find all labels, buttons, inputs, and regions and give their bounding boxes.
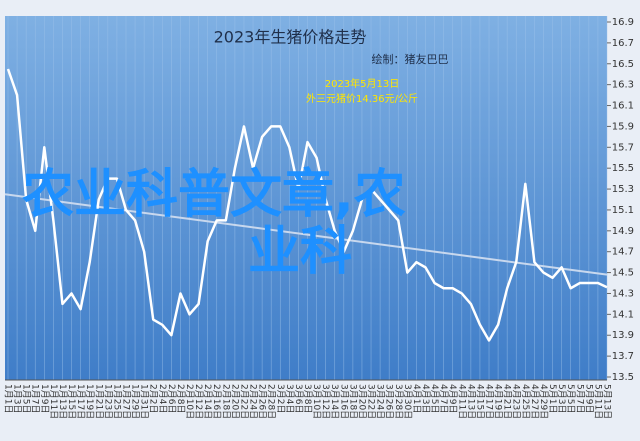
x-tick-label: 1月19日 [84,384,95,419]
x-tick-label: 2月14日 [202,384,213,419]
x-tick-label: 2月10日 [184,384,195,419]
x-tick-label: 1月27日 [120,384,131,419]
x-tick-label: 4月7日 [438,384,449,413]
y-tick-label: 13.9 [612,330,634,341]
x-tick-label: 3月4日 [284,384,295,413]
x-tick-label: 5月7日 [574,384,585,413]
annotation: 外三元猪价14.36元/公斤 [306,93,418,105]
x-tick-label: 3月22日 [366,384,377,419]
y-tick-label: 16.5 [612,59,634,70]
x-tick-label: 4月5日 [429,384,440,413]
x-tick-label: 1月31日 [139,384,150,419]
x-tick-label: 1月9日 [39,384,50,413]
x-tick-label: 1月5日 [21,384,32,413]
y-tick-label: 13.5 [612,372,634,383]
x-tick-label: 1月23日 [102,384,113,419]
y-tick-label: 15.7 [612,142,634,153]
x-tick-label: 1月13日 [57,384,68,419]
y-tick-label: 15.1 [612,205,634,216]
x-tick-label: 2月18日 [220,384,231,419]
x-tick-label: 3月26日 [384,384,395,419]
x-tick-label: 3月6日 [293,384,304,413]
x-tick-label: 4月1日 [411,384,422,413]
x-tick-label: 1月29日 [130,384,141,419]
x-tick-label: 3月18日 [347,384,358,419]
x-tick-label: 5月13日 [602,384,613,419]
y-tick-label: 13.7 [612,351,634,362]
x-tick-label: 3月16日 [338,384,349,419]
annotation: 2023年5月13日 [325,77,400,90]
x-tick-label: 2月22日 [238,384,249,419]
x-tick-label: 3月20日 [356,384,367,419]
chart-subtitle: 绘制：猪友巴巴 [372,52,449,66]
x-tick-label: 2月6日 [166,384,177,413]
y-tick-label: 16.9 [612,17,634,28]
x-tick-label: 5月3日 [556,384,567,413]
x-tick-label: 5月1日 [547,384,558,413]
x-tick-label: 3月30日 [402,384,413,419]
x-tick-label: 4月3日 [420,384,431,413]
x-tick-label: 3月12日 [320,384,331,419]
x-tick-label: 2月8日 [175,384,186,413]
series-line [6,68,608,342]
x-tick-label: 5月11日 [592,384,603,419]
x-tick-label: 4月17日 [484,384,495,419]
x-tick-label: 4月27日 [529,384,540,419]
x-tick-label: 2月16日 [211,384,222,419]
y-tick-label: 14.7 [612,247,634,258]
x-tick-label: 1月7日 [30,384,41,413]
x-tick-label: 3月8日 [302,384,313,413]
x-tick-label: 2月12日 [193,384,204,419]
x-tick-label: 4月21日 [502,384,513,419]
x-tick-label: 1月17日 [75,384,86,419]
x-tick-label: 2月4日 [157,384,168,413]
y-tick-label: 16.7 [612,38,634,49]
x-tick-label: 4月9日 [447,384,458,413]
plot-area [5,16,607,380]
y-tick-label: 16.3 [612,80,634,91]
watermark: 业科 [248,222,352,282]
x-tick-label: 3月2日 [275,384,286,413]
x-tick-label: 5月5日 [565,384,576,413]
y-tick-label: 14.1 [612,309,634,320]
y-tick-label: 15.5 [612,163,634,174]
x-tick-label: 1月3日 [12,384,23,413]
x-tick-label: 2月28日 [266,384,277,419]
x-tick-label: 4月29日 [538,384,549,419]
x-tick-label: 3月24日 [375,384,386,419]
x-tick-label: 1月11日 [48,384,59,419]
y-tick-label: 15.9 [612,121,634,132]
x-tick-label: 4月13日 [465,384,476,419]
y-tick-label: 14.5 [612,268,634,279]
x-tick-label: 2月26日 [257,384,268,419]
x-tick-label: 1月21日 [93,384,104,419]
x-tick-label: 3月28日 [393,384,404,419]
trend-line [4,193,608,276]
x-tick-label: 4月11日 [456,384,467,419]
chart-title: 2023年生猪价格走势 [214,28,367,47]
x-tick-label: 4月15日 [474,384,485,419]
x-tick-label: 2月2日 [148,384,159,413]
x-tick-label: 1月15日 [66,384,77,419]
x-tick-label: 3月14日 [329,384,340,419]
watermark: 农业科普文章,农 [22,165,406,225]
y-tick-label: 16.1 [612,101,634,112]
y-tick-label: 14.3 [612,288,634,299]
x-tick-label: 4月19日 [493,384,504,419]
x-tick-label: 3月10日 [311,384,322,419]
x-tick-label: 4月25日 [520,384,531,419]
x-tick-label: 1月1日 [3,384,14,413]
x-tick-label: 2月20日 [229,384,240,419]
x-tick-label: 4月23日 [511,384,522,419]
x-tick-label: 5月9日 [583,384,594,413]
y-tick-label: 15.3 [612,184,634,195]
x-tick-label: 2月24日 [248,384,259,419]
y-tick-label: 14.9 [612,226,634,237]
x-tick-label: 1月25日 [111,384,122,419]
